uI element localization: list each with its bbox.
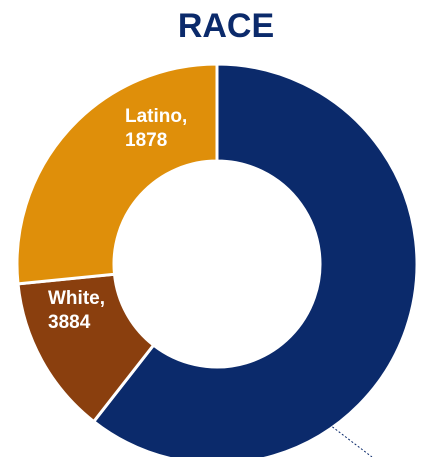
label-latino-value: 1878 (125, 130, 167, 151)
slice-white (15, 62, 219, 286)
leader-line (325, 421, 373, 457)
label-latino: Latino, 1878 (125, 106, 193, 151)
label-white-value: 3884 (48, 312, 91, 333)
label-white: White, 3884 (48, 288, 110, 333)
chart-title: RACE (177, 7, 275, 45)
label-latino-name: Latino, (125, 106, 187, 127)
label-white-name: White, (48, 288, 105, 309)
labels-group: Latino, 1878 White, 3884 (48, 106, 193, 333)
slices-group (15, 62, 419, 457)
slice-black (91, 62, 419, 457)
